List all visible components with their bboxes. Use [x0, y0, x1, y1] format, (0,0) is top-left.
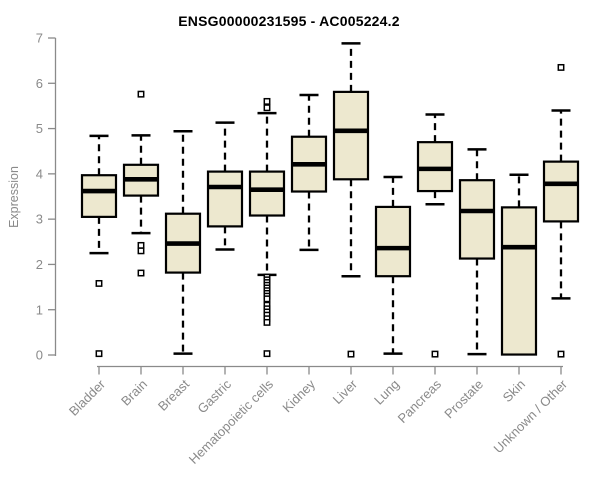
outlier-bladder	[95, 279, 103, 287]
y-tick-label: 1	[36, 302, 43, 317]
category-label: Lung	[371, 377, 402, 408]
category-label: Unknown / Other	[491, 376, 571, 456]
box-skin	[500, 206, 538, 356]
outlier-unknown-other	[557, 63, 565, 71]
box-gastric	[206, 170, 244, 228]
outlier-hematopoietic-cells	[263, 104, 271, 112]
y-tick-label: 7	[36, 31, 43, 46]
outlier-brain	[137, 241, 145, 249]
outlier-hematopoietic-cells	[263, 97, 271, 105]
outlier-brain	[137, 247, 145, 255]
outlier-hematopoietic-cells	[263, 295, 271, 303]
y-axis-label: Expression	[7, 166, 21, 228]
box-hematopoietic-cells	[248, 170, 286, 217]
box-unknown-other	[542, 160, 580, 223]
box-lung	[374, 205, 412, 278]
category-label: Liver	[330, 376, 361, 407]
y-tick-label: 3	[36, 212, 43, 227]
y-tick-label: 5	[36, 121, 43, 136]
outlier-bladder	[95, 350, 103, 358]
y-tick-label: 6	[36, 76, 43, 91]
category-label: Gastric	[194, 376, 234, 416]
category-label: Pancreas	[395, 376, 445, 426]
category-label: Bladder	[66, 376, 109, 419]
outlier-brain	[137, 90, 145, 98]
y-tick-label: 2	[36, 257, 43, 272]
outlier-pancreas	[431, 350, 439, 358]
chart-title: ENSG00000231595 - AC005224.2	[178, 13, 400, 29]
box-prostate	[458, 179, 496, 260]
outlier-hematopoietic-cells	[263, 318, 271, 326]
y-tick-label: 4	[36, 166, 43, 181]
outlier-unknown-other	[557, 350, 565, 358]
category-label: Skin	[500, 377, 528, 405]
box-liver	[332, 90, 370, 181]
category-label: Brain	[118, 377, 150, 409]
category-label: Kidney	[279, 376, 318, 415]
box-bladder	[80, 174, 118, 218]
outlier-liver	[347, 350, 355, 358]
category-label: Prostate	[441, 377, 486, 422]
outlier-hematopoietic-cells	[263, 350, 271, 358]
outlier-brain	[137, 269, 145, 277]
category-label: Breast	[155, 376, 192, 413]
y-tick-label: 0	[36, 348, 43, 363]
